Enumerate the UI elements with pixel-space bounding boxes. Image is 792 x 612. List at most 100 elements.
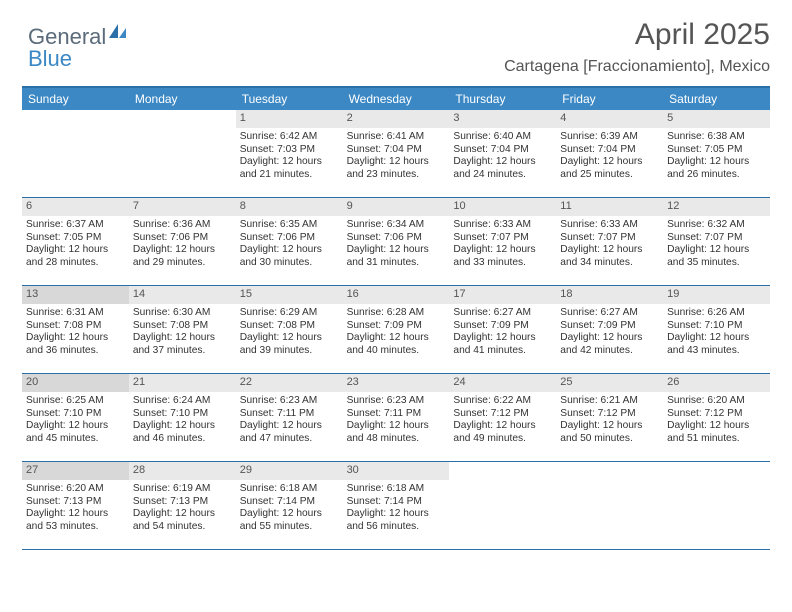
day-number: 8 — [236, 198, 343, 216]
day-body: Sunrise: 6:39 AMSunset: 7:04 PMDaylight:… — [556, 128, 663, 186]
day-body: Sunrise: 6:34 AMSunset: 7:06 PMDaylight:… — [343, 216, 450, 274]
day-number: 2 — [343, 110, 450, 128]
day-body: Sunrise: 6:42 AMSunset: 7:03 PMDaylight:… — [236, 128, 343, 186]
day-body: Sunrise: 6:18 AMSunset: 7:14 PMDaylight:… — [236, 480, 343, 538]
weekday-header: Friday — [556, 88, 663, 110]
day-number: 6 — [22, 198, 129, 216]
day-cell: 30Sunrise: 6:18 AMSunset: 7:14 PMDayligh… — [343, 462, 450, 550]
day-number: 20 — [22, 374, 129, 392]
weekday-header: Monday — [129, 88, 236, 110]
day-body: Sunrise: 6:22 AMSunset: 7:12 PMDaylight:… — [449, 392, 556, 450]
day-cell: 9Sunrise: 6:34 AMSunset: 7:06 PMDaylight… — [343, 198, 450, 286]
calendar-grid: SundayMondayTuesdayWednesdayThursdayFrid… — [22, 86, 770, 550]
day-body: Sunrise: 6:33 AMSunset: 7:07 PMDaylight:… — [449, 216, 556, 274]
day-number: 14 — [129, 286, 236, 304]
day-body: Sunrise: 6:28 AMSunset: 7:09 PMDaylight:… — [343, 304, 450, 362]
day-cell: 3Sunrise: 6:40 AMSunset: 7:04 PMDaylight… — [449, 110, 556, 198]
day-cell: 21Sunrise: 6:24 AMSunset: 7:10 PMDayligh… — [129, 374, 236, 462]
day-number: 3 — [449, 110, 556, 128]
day-cell: 17Sunrise: 6:27 AMSunset: 7:09 PMDayligh… — [449, 286, 556, 374]
day-cell: 25Sunrise: 6:21 AMSunset: 7:12 PMDayligh… — [556, 374, 663, 462]
day-number: 16 — [343, 286, 450, 304]
day-number: 22 — [236, 374, 343, 392]
day-body: Sunrise: 6:31 AMSunset: 7:08 PMDaylight:… — [22, 304, 129, 362]
day-body: Sunrise: 6:27 AMSunset: 7:09 PMDaylight:… — [556, 304, 663, 362]
day-cell: 4Sunrise: 6:39 AMSunset: 7:04 PMDaylight… — [556, 110, 663, 198]
day-number: 29 — [236, 462, 343, 480]
day-cell: 22Sunrise: 6:23 AMSunset: 7:11 PMDayligh… — [236, 374, 343, 462]
day-body: Sunrise: 6:38 AMSunset: 7:05 PMDaylight:… — [663, 128, 770, 186]
day-cell: 2Sunrise: 6:41 AMSunset: 7:04 PMDaylight… — [343, 110, 450, 198]
day-body: Sunrise: 6:19 AMSunset: 7:13 PMDaylight:… — [129, 480, 236, 538]
day-cell: 24Sunrise: 6:22 AMSunset: 7:12 PMDayligh… — [449, 374, 556, 462]
day-number: 19 — [663, 286, 770, 304]
page-title: April 2025 — [22, 18, 770, 52]
logo-text-blue: Blue — [28, 46, 72, 71]
day-number: 5 — [663, 110, 770, 128]
day-number: 4 — [556, 110, 663, 128]
day-cell: 6Sunrise: 6:37 AMSunset: 7:05 PMDaylight… — [22, 198, 129, 286]
day-body: Sunrise: 6:26 AMSunset: 7:10 PMDaylight:… — [663, 304, 770, 362]
day-body: Sunrise: 6:20 AMSunset: 7:13 PMDaylight:… — [22, 480, 129, 538]
day-body: Sunrise: 6:23 AMSunset: 7:11 PMDaylight:… — [343, 392, 450, 450]
weekday-header: Saturday — [663, 88, 770, 110]
day-body: Sunrise: 6:29 AMSunset: 7:08 PMDaylight:… — [236, 304, 343, 362]
day-cell: 7Sunrise: 6:36 AMSunset: 7:06 PMDaylight… — [129, 198, 236, 286]
day-number: 1 — [236, 110, 343, 128]
day-body: Sunrise: 6:21 AMSunset: 7:12 PMDaylight:… — [556, 392, 663, 450]
day-cell: 23Sunrise: 6:23 AMSunset: 7:11 PMDayligh… — [343, 374, 450, 462]
day-cell: 13Sunrise: 6:31 AMSunset: 7:08 PMDayligh… — [22, 286, 129, 374]
empty-cell — [449, 462, 556, 550]
day-body: Sunrise: 6:20 AMSunset: 7:12 PMDaylight:… — [663, 392, 770, 450]
day-number: 15 — [236, 286, 343, 304]
weekday-header: Wednesday — [343, 88, 450, 110]
day-number: 7 — [129, 198, 236, 216]
day-number: 9 — [343, 198, 450, 216]
day-number: 24 — [449, 374, 556, 392]
day-cell: 19Sunrise: 6:26 AMSunset: 7:10 PMDayligh… — [663, 286, 770, 374]
day-number: 23 — [343, 374, 450, 392]
day-body: Sunrise: 6:25 AMSunset: 7:10 PMDaylight:… — [22, 392, 129, 450]
weekday-header: Sunday — [22, 88, 129, 110]
day-body: Sunrise: 6:30 AMSunset: 7:08 PMDaylight:… — [129, 304, 236, 362]
day-body: Sunrise: 6:33 AMSunset: 7:07 PMDaylight:… — [556, 216, 663, 274]
day-cell: 20Sunrise: 6:25 AMSunset: 7:10 PMDayligh… — [22, 374, 129, 462]
day-body: Sunrise: 6:41 AMSunset: 7:04 PMDaylight:… — [343, 128, 450, 186]
day-body: Sunrise: 6:40 AMSunset: 7:04 PMDaylight:… — [449, 128, 556, 186]
day-body: Sunrise: 6:24 AMSunset: 7:10 PMDaylight:… — [129, 392, 236, 450]
empty-cell — [22, 110, 129, 198]
day-number: 21 — [129, 374, 236, 392]
day-cell: 16Sunrise: 6:28 AMSunset: 7:09 PMDayligh… — [343, 286, 450, 374]
day-cell: 1Sunrise: 6:42 AMSunset: 7:03 PMDaylight… — [236, 110, 343, 198]
day-cell: 10Sunrise: 6:33 AMSunset: 7:07 PMDayligh… — [449, 198, 556, 286]
day-cell: 29Sunrise: 6:18 AMSunset: 7:14 PMDayligh… — [236, 462, 343, 550]
day-body: Sunrise: 6:35 AMSunset: 7:06 PMDaylight:… — [236, 216, 343, 274]
weekday-header: Tuesday — [236, 88, 343, 110]
day-cell: 28Sunrise: 6:19 AMSunset: 7:13 PMDayligh… — [129, 462, 236, 550]
empty-cell — [556, 462, 663, 550]
logo-sail-icon — [108, 23, 128, 44]
day-body: Sunrise: 6:27 AMSunset: 7:09 PMDaylight:… — [449, 304, 556, 362]
day-number: 18 — [556, 286, 663, 304]
empty-cell — [129, 110, 236, 198]
day-number: 12 — [663, 198, 770, 216]
day-body: Sunrise: 6:18 AMSunset: 7:14 PMDaylight:… — [343, 480, 450, 538]
weekday-header: Thursday — [449, 88, 556, 110]
day-number: 30 — [343, 462, 450, 480]
empty-cell — [663, 462, 770, 550]
day-body: Sunrise: 6:32 AMSunset: 7:07 PMDaylight:… — [663, 216, 770, 274]
day-body: Sunrise: 6:36 AMSunset: 7:06 PMDaylight:… — [129, 216, 236, 274]
day-number: 26 — [663, 374, 770, 392]
logo-text-blue-wrap: Blue — [28, 46, 72, 72]
day-cell: 26Sunrise: 6:20 AMSunset: 7:12 PMDayligh… — [663, 374, 770, 462]
day-cell: 15Sunrise: 6:29 AMSunset: 7:08 PMDayligh… — [236, 286, 343, 374]
day-cell: 18Sunrise: 6:27 AMSunset: 7:09 PMDayligh… — [556, 286, 663, 374]
day-cell: 27Sunrise: 6:20 AMSunset: 7:13 PMDayligh… — [22, 462, 129, 550]
day-cell: 11Sunrise: 6:33 AMSunset: 7:07 PMDayligh… — [556, 198, 663, 286]
day-number: 28 — [129, 462, 236, 480]
day-body: Sunrise: 6:37 AMSunset: 7:05 PMDaylight:… — [22, 216, 129, 274]
day-number: 17 — [449, 286, 556, 304]
day-cell: 12Sunrise: 6:32 AMSunset: 7:07 PMDayligh… — [663, 198, 770, 286]
day-cell: 5Sunrise: 6:38 AMSunset: 7:05 PMDaylight… — [663, 110, 770, 198]
location-subtitle: Cartagena [Fraccionamiento], Mexico — [22, 58, 770, 76]
